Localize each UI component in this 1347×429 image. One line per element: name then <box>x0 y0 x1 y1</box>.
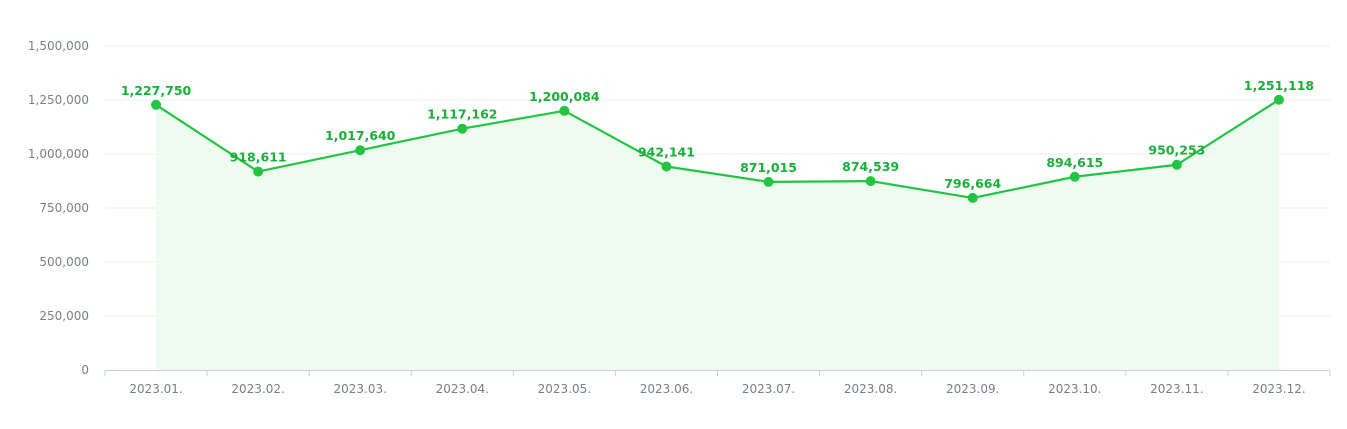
x-tick-label: 2023.01. <box>129 382 182 396</box>
series-line <box>155 98 1280 200</box>
data-label: 894,615 <box>1046 155 1103 170</box>
data-label: 1,251,118 <box>1244 78 1314 93</box>
x-axis <box>104 370 1331 376</box>
x-tick-label: 2023.04. <box>436 382 489 396</box>
series-line-path <box>155 98 1280 200</box>
data-point[interactable] <box>661 161 672 172</box>
x-tick-label: 2023.08. <box>844 382 897 396</box>
x-tick-label: 2023.07. <box>742 382 795 396</box>
y-tick-label: 1,250,000 <box>28 93 89 107</box>
area-fill-shape <box>156 99 1279 370</box>
area-fill <box>156 99 1279 370</box>
data-point[interactable] <box>559 105 570 116</box>
data-label: 1,117,162 <box>427 107 497 122</box>
data-points <box>151 94 1284 203</box>
data-point[interactable] <box>1273 94 1284 105</box>
x-tick-label: 2023.12. <box>1252 382 1305 396</box>
data-label: 1,017,640 <box>325 128 396 143</box>
y-tick-label: 1,000,000 <box>28 147 89 161</box>
x-tick-label: 2023.11. <box>1150 382 1203 396</box>
data-point[interactable] <box>1069 171 1080 182</box>
x-tick-label: 2023.05. <box>538 382 591 396</box>
data-point[interactable] <box>151 99 162 110</box>
data-label: 871,015 <box>740 160 797 175</box>
y-tick-label: 750,000 <box>39 201 89 215</box>
y-tick-label: 1,500,000 <box>28 39 89 53</box>
data-point[interactable] <box>253 166 264 177</box>
data-label: 1,200,084 <box>529 89 600 104</box>
x-tick-label: 2023.10. <box>1048 382 1101 396</box>
x-tick-label: 2023.02. <box>231 382 284 396</box>
x-tick-label: 2023.06. <box>640 382 693 396</box>
data-point[interactable] <box>967 192 978 203</box>
x-tick-label: 2023.09. <box>946 382 999 396</box>
data-point[interactable] <box>763 176 774 187</box>
data-label: 918,611 <box>230 150 287 165</box>
data-labels: 1,227,750 918,611 1,017,640 1,117,162 1,200,… <box>121 78 1314 191</box>
y-axis-tick-labels: 0 250,000 500,000 750,000 1,000,000 1,250,000… <box>28 39 89 377</box>
x-tick-label: 2023.03. <box>333 382 386 396</box>
data-point[interactable] <box>355 145 366 156</box>
data-point[interactable] <box>457 123 468 134</box>
data-point[interactable] <box>1171 159 1182 170</box>
data-label: 874,539 <box>842 159 899 174</box>
data-label: 942,141 <box>638 144 695 159</box>
data-point[interactable] <box>865 176 876 187</box>
y-tick-label: 250,000 <box>39 309 89 323</box>
x-axis-tick-labels: 2023.01. 2023.02. 2023.03. 2023.04. 2023.05.… <box>129 382 1305 396</box>
y-tick-label: 500,000 <box>39 255 89 269</box>
data-label: 1,227,750 <box>121 83 192 98</box>
data-label: 950,253 <box>1148 143 1205 158</box>
y-tick-label: 0 <box>81 363 89 377</box>
data-label: 796,664 <box>944 176 1001 191</box>
